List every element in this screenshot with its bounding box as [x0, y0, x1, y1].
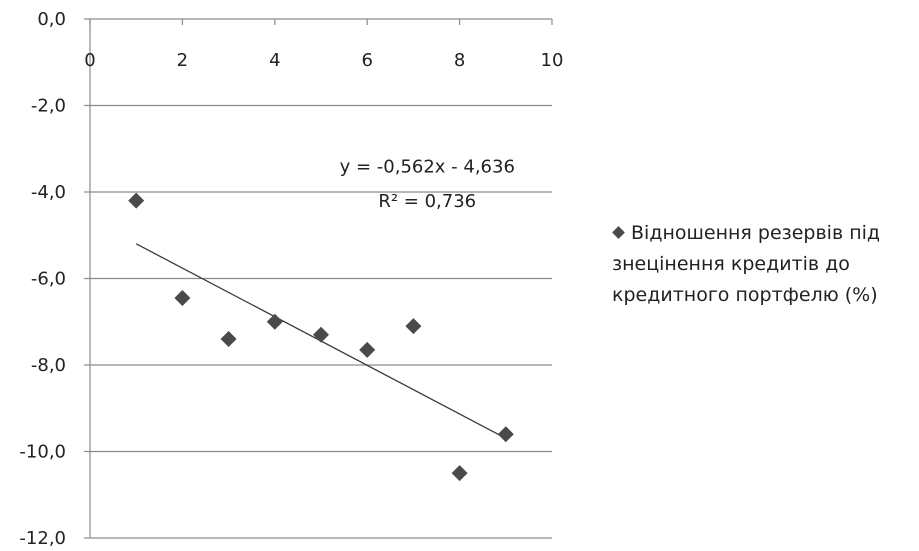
- data-point: [451, 465, 468, 482]
- trendline-equation: y = -0,562x - 4,636: [340, 157, 515, 178]
- y-tick-label: 0,0: [37, 9, 66, 30]
- x-tick-label: 8: [454, 50, 465, 71]
- y-tick-labels: 0,0 -2,0 -4,0 -6,0 -8,0 -10,0 -12,0: [19, 9, 66, 549]
- data-point: [266, 313, 283, 330]
- x-tick-label: 4: [269, 50, 280, 71]
- y-tick-label: -6,0: [31, 269, 66, 290]
- data-points: [128, 192, 514, 482]
- axes: [89, 19, 553, 538]
- trendline-r-squared: R² = 0,736: [378, 191, 476, 212]
- data-point: [220, 331, 237, 348]
- data-point: [405, 318, 422, 335]
- data-point: [497, 426, 514, 443]
- data-point: [128, 192, 145, 209]
- x-tick-label: 0: [84, 50, 95, 71]
- y-tick-label: -4,0: [31, 182, 66, 203]
- data-point: [313, 326, 329, 343]
- x-tick-labels: 0 2 4 6 8 10: [84, 50, 563, 71]
- legend-diamond-marker: [612, 226, 625, 239]
- y-tick-label: -8,0: [31, 355, 66, 376]
- grid-lines: [84, 18, 552, 539]
- legend-series-label: Відношення резервів під знецінення креди…: [612, 222, 881, 306]
- y-tick-label: -2,0: [31, 96, 66, 117]
- x-tick-label: 2: [177, 50, 188, 71]
- data-point: [359, 341, 376, 358]
- data-point: [174, 289, 191, 306]
- legend: Відношення резервів під знецінення креди…: [612, 218, 912, 311]
- y-tick-label: -12,0: [19, 528, 66, 549]
- x-tick-label: 6: [361, 50, 372, 71]
- y-tick-label: -10,0: [19, 442, 66, 463]
- x-tick-label: 10: [541, 50, 564, 71]
